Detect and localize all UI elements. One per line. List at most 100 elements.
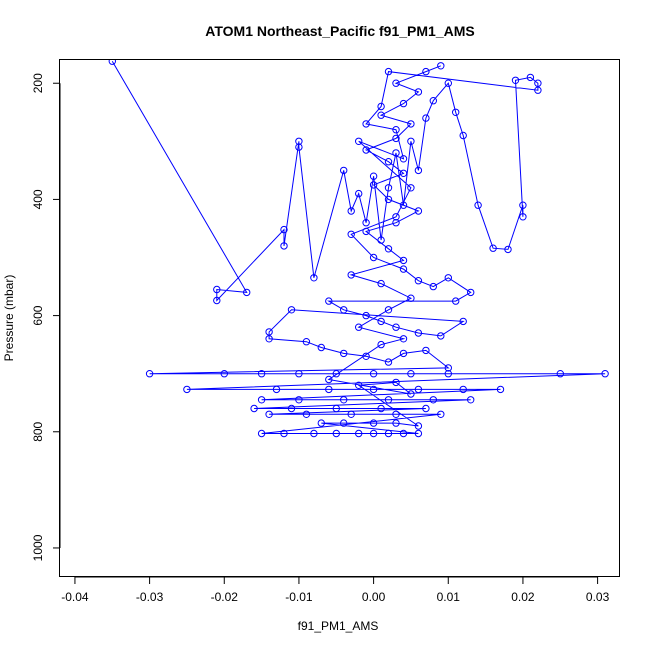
data-point <box>399 256 408 265</box>
y-tick-label: 1000 <box>31 534 45 561</box>
data-point <box>362 352 370 360</box>
data-point <box>377 317 385 326</box>
data-point <box>519 213 527 221</box>
data-point <box>399 155 408 163</box>
data-point <box>414 166 423 175</box>
data-point <box>287 404 296 413</box>
x-axis: -0.04 -0.03 -0.02 -0.01 0.00 0.01 0.02 0.03 <box>61 576 610 604</box>
data-point <box>467 288 475 297</box>
data-point <box>369 385 378 394</box>
data-point <box>511 76 520 85</box>
x-tick-label: -0.01 <box>285 590 313 604</box>
data-point <box>377 111 385 119</box>
data-point <box>467 396 475 404</box>
data-point <box>392 410 400 418</box>
data-point <box>452 108 460 117</box>
data-point <box>422 346 430 355</box>
data-point <box>257 370 266 378</box>
data-point <box>459 131 467 140</box>
data-point <box>347 207 355 215</box>
data-point <box>414 422 423 430</box>
data-point <box>399 99 408 108</box>
data-point <box>399 349 408 358</box>
data-point <box>384 396 393 404</box>
data-point <box>444 364 452 372</box>
data-point <box>407 390 415 398</box>
data-point <box>399 169 408 178</box>
data-point <box>325 385 333 394</box>
data-point <box>496 385 505 394</box>
data-point <box>399 265 408 273</box>
data-point <box>399 335 408 343</box>
data-point <box>369 370 378 378</box>
x-tick-label: 0.01 <box>437 590 461 604</box>
data-point <box>272 385 281 394</box>
data-point <box>355 137 363 146</box>
data-point <box>220 370 229 378</box>
x-tick-label: -0.02 <box>211 590 239 604</box>
data-point <box>265 335 273 343</box>
data-point <box>407 294 415 302</box>
data-point <box>407 184 415 192</box>
data-point <box>369 419 378 427</box>
data-point <box>108 60 116 65</box>
data-point <box>377 340 385 349</box>
data-point <box>422 67 430 76</box>
data-point <box>384 358 393 366</box>
data-point <box>347 410 355 418</box>
data-point <box>332 404 340 413</box>
data-point <box>355 189 363 198</box>
data-point <box>392 419 400 427</box>
data-point <box>183 385 191 394</box>
chart-title: ATOM1 Northeast_Pacific f91_PM1_AMS <box>205 23 474 39</box>
data-point <box>384 195 393 204</box>
data-point <box>310 429 318 438</box>
data-point <box>257 396 266 404</box>
y-tick-label: 600 <box>31 305 45 325</box>
data-point <box>325 297 333 305</box>
data-point <box>377 236 385 244</box>
data-point <box>392 134 400 143</box>
data-point <box>437 410 445 418</box>
data-point <box>355 429 363 438</box>
data-point <box>459 317 467 326</box>
data-point <box>347 271 355 279</box>
data-point <box>213 296 221 305</box>
data-point <box>392 219 400 227</box>
data-point <box>362 219 370 227</box>
data-point <box>295 143 303 151</box>
data-point <box>414 207 423 215</box>
data-point <box>414 277 423 285</box>
data-point <box>407 137 415 146</box>
plot-area <box>108 60 609 438</box>
data-point <box>384 158 393 166</box>
data-point <box>250 404 258 413</box>
data-point <box>414 88 423 96</box>
data-point <box>444 79 452 87</box>
data-point <box>429 396 437 404</box>
data-point <box>287 306 296 314</box>
data-point <box>369 253 378 262</box>
data-point <box>384 184 393 192</box>
data-point <box>392 323 400 331</box>
data-point <box>399 429 408 438</box>
data-point <box>422 404 430 413</box>
data-point <box>213 285 221 294</box>
plot-frame <box>59 59 620 577</box>
data-point <box>257 429 266 438</box>
series-line <box>111 60 606 434</box>
data-point <box>474 201 482 209</box>
data-point <box>377 404 385 413</box>
data-point <box>362 120 370 128</box>
x-tick-label: -0.04 <box>61 590 89 604</box>
data-point <box>302 410 311 418</box>
data-point <box>407 370 415 378</box>
data-point <box>444 274 452 282</box>
data-point <box>332 429 340 438</box>
data-point <box>556 370 564 378</box>
data-point <box>280 242 288 250</box>
data-point <box>504 245 512 254</box>
data-point <box>355 381 363 389</box>
data-point <box>362 146 370 154</box>
data-point <box>392 213 400 221</box>
